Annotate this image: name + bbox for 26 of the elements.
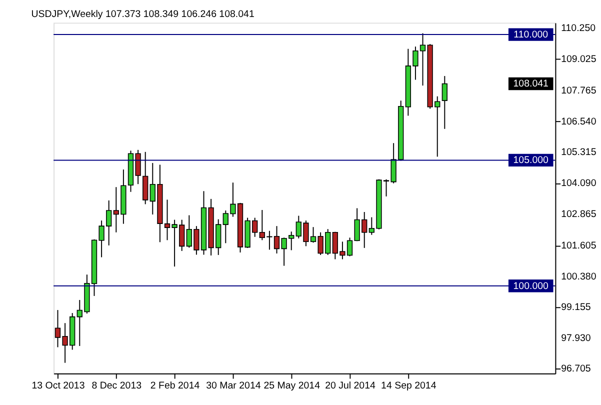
x-tick-label: 13 Oct 2013 [32, 380, 85, 392]
y-tick-label: 100.380 [561, 271, 597, 282]
x-tick-label: 14 Sep 2014 [381, 380, 437, 392]
y-tick-label: 102.865 [561, 208, 596, 220]
x-tick-label: 8 Dec 2013 [92, 380, 142, 392]
ref-line-label: 110.000 [514, 29, 549, 40]
candlestick [142, 151, 148, 205]
y-tick-label: 105.315 [561, 147, 596, 158]
y-tick-label: 97.930 [561, 332, 592, 344]
x-tick-label: 20 Jul 2014 [325, 380, 376, 392]
y-tick-label: 110.250 [561, 23, 596, 34]
annotation: 108.041 [513, 78, 548, 90]
ref-line-label: 100.000 [513, 280, 550, 292]
y-tick-label: 99.155 [561, 302, 591, 314]
ref-line-label: 105.000 [513, 155, 550, 166]
y-tick-label: 96.705 [561, 364, 591, 375]
y-tick-label: 104.090 [561, 178, 597, 190]
x-tick-label: 2 Feb 2014 [150, 380, 200, 392]
y-tick-label: 109.025 [561, 54, 596, 65]
y-tick-label: 101.605 [561, 240, 596, 252]
candlestick [442, 76, 448, 130]
x-tick-label: 25 May 2014 [264, 380, 321, 392]
x-tick-label: 30 Mar 2014 [206, 380, 262, 392]
chart-title: USDJPY,Weekly 107.373 108.349 106.246 108.041 [31, 8, 254, 20]
y-tick-label: 106.540 [561, 116, 597, 128]
y-tick-label: 107.765 [561, 86, 596, 97]
